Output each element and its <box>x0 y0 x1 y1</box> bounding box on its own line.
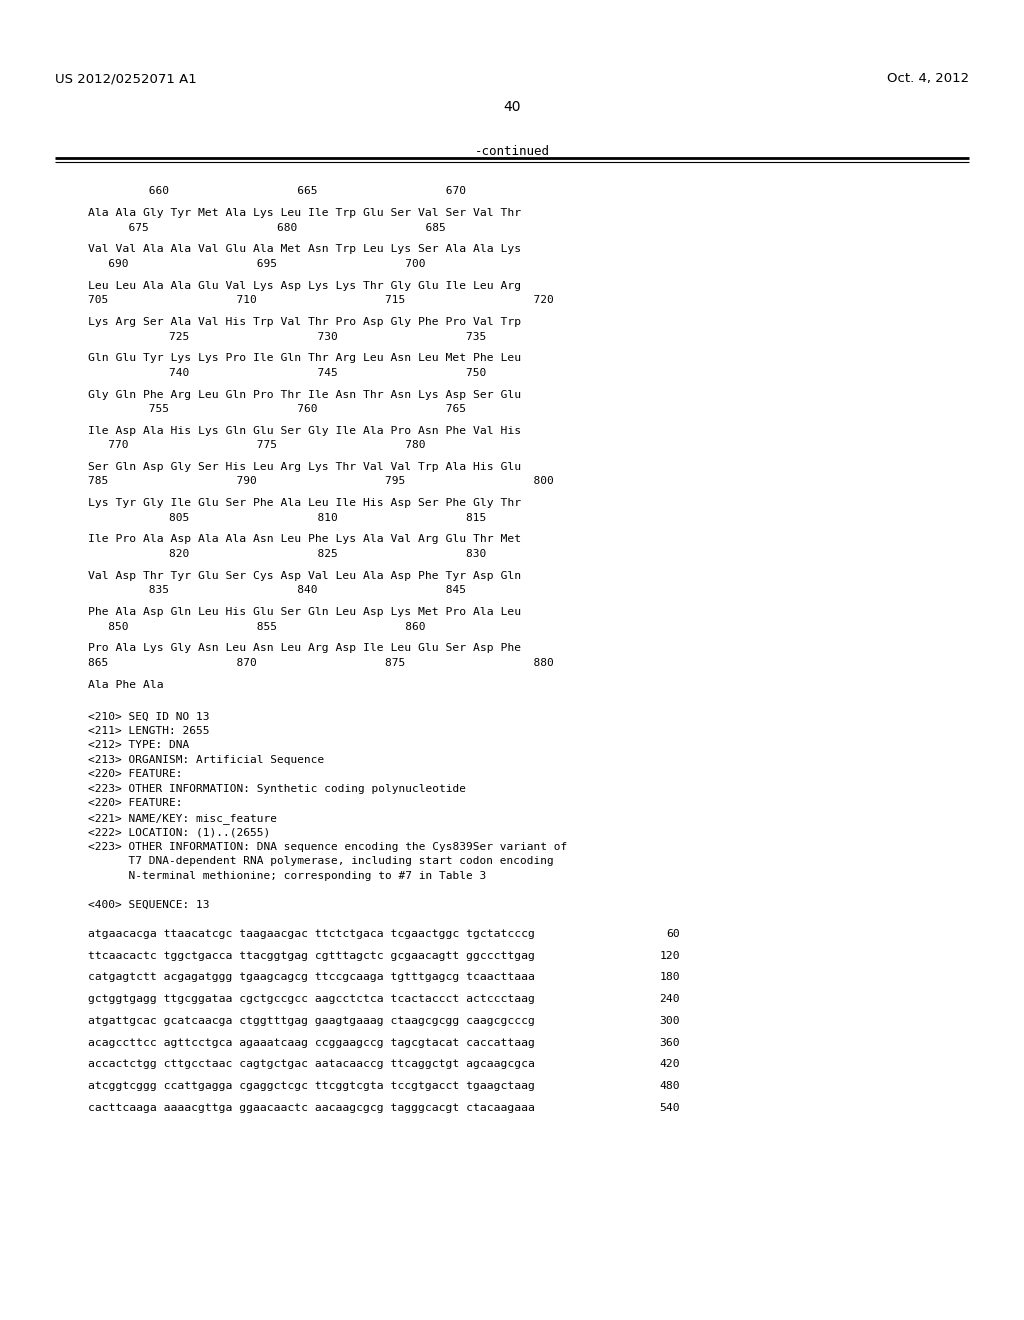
Text: Ile Pro Ala Asp Ala Ala Asn Leu Phe Lys Ala Val Arg Glu Thr Met: Ile Pro Ala Asp Ala Ala Asn Leu Phe Lys … <box>88 535 521 544</box>
Text: 850                   855                   860: 850 855 860 <box>88 622 426 631</box>
Text: <222> LOCATION: (1)..(2655): <222> LOCATION: (1)..(2655) <box>88 828 270 837</box>
Text: <210> SEQ ID NO 13: <210> SEQ ID NO 13 <box>88 711 210 722</box>
Text: 120: 120 <box>659 950 680 961</box>
Text: 420: 420 <box>659 1060 680 1069</box>
Text: <221> NAME/KEY: misc_feature: <221> NAME/KEY: misc_feature <box>88 813 278 824</box>
Text: 705                   710                   715                   720: 705 710 715 720 <box>88 296 554 305</box>
Text: 540: 540 <box>659 1104 680 1113</box>
Text: 60: 60 <box>667 929 680 939</box>
Text: <213> ORGANISM: Artificial Sequence: <213> ORGANISM: Artificial Sequence <box>88 755 325 764</box>
Text: 690                   695                   700: 690 695 700 <box>88 259 426 269</box>
Text: 755                   760                   765: 755 760 765 <box>88 404 466 414</box>
Text: Pro Ala Lys Gly Asn Leu Asn Leu Arg Asp Ile Leu Glu Ser Asp Phe: Pro Ala Lys Gly Asn Leu Asn Leu Arg Asp … <box>88 643 521 653</box>
Text: atgaacacga ttaacatcgc taagaacgac ttctctgaca tcgaactggc tgctatcccg: atgaacacga ttaacatcgc taagaacgac ttctctg… <box>88 929 535 939</box>
Text: T7 DNA-dependent RNA polymerase, including start codon encoding: T7 DNA-dependent RNA polymerase, includi… <box>88 857 554 866</box>
Text: Val Val Ala Ala Val Glu Ala Met Asn Trp Leu Lys Ser Ala Ala Lys: Val Val Ala Ala Val Glu Ala Met Asn Trp … <box>88 244 521 255</box>
Text: Lys Arg Ser Ala Val His Trp Val Thr Pro Asp Gly Phe Pro Val Trp: Lys Arg Ser Ala Val His Trp Val Thr Pro … <box>88 317 521 327</box>
Text: 785                   790                   795                   800: 785 790 795 800 <box>88 477 554 487</box>
Text: 740                   745                   750: 740 745 750 <box>88 368 486 378</box>
Text: 180: 180 <box>659 973 680 982</box>
Text: 865                   870                   875                   880: 865 870 875 880 <box>88 657 554 668</box>
Text: Oct. 4, 2012: Oct. 4, 2012 <box>887 73 969 84</box>
Text: -continued: -continued <box>474 145 550 158</box>
Text: 675                   680                   685: 675 680 685 <box>88 223 445 232</box>
Text: Ala Phe Ala: Ala Phe Ala <box>88 680 164 689</box>
Text: 835                   840                   845: 835 840 845 <box>88 585 466 595</box>
Text: US 2012/0252071 A1: US 2012/0252071 A1 <box>55 73 197 84</box>
Text: Phe Ala Asp Gln Leu His Glu Ser Gln Leu Asp Lys Met Pro Ala Leu: Phe Ala Asp Gln Leu His Glu Ser Gln Leu … <box>88 607 521 616</box>
Text: Lys Tyr Gly Ile Glu Ser Phe Ala Leu Ile His Asp Ser Phe Gly Thr: Lys Tyr Gly Ile Glu Ser Phe Ala Leu Ile … <box>88 498 521 508</box>
Text: Gln Glu Tyr Lys Lys Pro Ile Gln Thr Arg Leu Asn Leu Met Phe Leu: Gln Glu Tyr Lys Lys Pro Ile Gln Thr Arg … <box>88 354 521 363</box>
Text: accactctgg cttgcctaac cagtgctgac aatacaaccg ttcaggctgt agcaagcgca: accactctgg cttgcctaac cagtgctgac aatacaa… <box>88 1060 535 1069</box>
Text: cacttcaaga aaaacgttga ggaacaactc aacaagcgcg tagggcacgt ctacaagaaa: cacttcaaga aaaacgttga ggaacaactc aacaagc… <box>88 1104 535 1113</box>
Text: <220> FEATURE:: <220> FEATURE: <box>88 799 182 808</box>
Text: 480: 480 <box>659 1081 680 1092</box>
Text: Ala Ala Gly Tyr Met Ala Lys Leu Ile Trp Glu Ser Val Ser Val Thr: Ala Ala Gly Tyr Met Ala Lys Leu Ile Trp … <box>88 209 521 218</box>
Text: <223> OTHER INFORMATION: Synthetic coding polynucleotide: <223> OTHER INFORMATION: Synthetic codin… <box>88 784 466 793</box>
Text: 360: 360 <box>659 1038 680 1048</box>
Text: gctggtgagg ttgcggataa cgctgccgcc aagcctctca tcactaccct actccctaag: gctggtgagg ttgcggataa cgctgccgcc aagcctc… <box>88 994 535 1005</box>
Text: Leu Leu Ala Ala Glu Val Lys Asp Lys Lys Thr Gly Glu Ile Leu Arg: Leu Leu Ala Ala Glu Val Lys Asp Lys Lys … <box>88 281 521 290</box>
Text: <220> FEATURE:: <220> FEATURE: <box>88 770 182 779</box>
Text: <212> TYPE: DNA: <212> TYPE: DNA <box>88 741 189 750</box>
Text: Val Asp Thr Tyr Glu Ser Cys Asp Val Leu Ala Asp Phe Tyr Asp Gln: Val Asp Thr Tyr Glu Ser Cys Asp Val Leu … <box>88 570 521 581</box>
Text: 40: 40 <box>503 100 521 114</box>
Text: 805                   810                   815: 805 810 815 <box>88 512 486 523</box>
Text: 725                   730                   735: 725 730 735 <box>88 331 486 342</box>
Text: 660                   665                   670: 660 665 670 <box>88 186 466 197</box>
Text: catgagtctt acgagatggg tgaagcagcg ttccgcaaga tgtttgagcg tcaacttaaa: catgagtctt acgagatggg tgaagcagcg ttccgca… <box>88 973 535 982</box>
Text: Gly Gln Phe Arg Leu Gln Pro Thr Ile Asn Thr Asn Lys Asp Ser Glu: Gly Gln Phe Arg Leu Gln Pro Thr Ile Asn … <box>88 389 521 400</box>
Text: 820                   825                   830: 820 825 830 <box>88 549 486 558</box>
Text: <223> OTHER INFORMATION: DNA sequence encoding the Cys839Ser variant of: <223> OTHER INFORMATION: DNA sequence en… <box>88 842 567 851</box>
Text: 770                   775                   780: 770 775 780 <box>88 441 426 450</box>
Text: Ser Gln Asp Gly Ser His Leu Arg Lys Thr Val Val Trp Ala His Glu: Ser Gln Asp Gly Ser His Leu Arg Lys Thr … <box>88 462 521 473</box>
Text: Ile Asp Ala His Lys Gln Glu Ser Gly Ile Ala Pro Asn Phe Val His: Ile Asp Ala His Lys Gln Glu Ser Gly Ile … <box>88 426 521 436</box>
Text: acagccttcc agttcctgca agaaatcaag ccggaagccg tagcgtacat caccattaag: acagccttcc agttcctgca agaaatcaag ccggaag… <box>88 1038 535 1048</box>
Text: 300: 300 <box>659 1016 680 1026</box>
Text: <400> SEQUENCE: 13: <400> SEQUENCE: 13 <box>88 900 210 909</box>
Text: ttcaacactc tggctgacca ttacggtgag cgtttagctc gcgaacagtt ggcccttgag: ttcaacactc tggctgacca ttacggtgag cgtttag… <box>88 950 535 961</box>
Text: 240: 240 <box>659 994 680 1005</box>
Text: N-terminal methionine; corresponding to #7 in Table 3: N-terminal methionine; corresponding to … <box>88 871 486 880</box>
Text: <211> LENGTH: 2655: <211> LENGTH: 2655 <box>88 726 210 737</box>
Text: atgattgcac gcatcaacga ctggtttgag gaagtgaaag ctaagcgcgg caagcgcccg: atgattgcac gcatcaacga ctggtttgag gaagtga… <box>88 1016 535 1026</box>
Text: atcggtcggg ccattgagga cgaggctcgc ttcggtcgta tccgtgacct tgaagctaag: atcggtcggg ccattgagga cgaggctcgc ttcggtc… <box>88 1081 535 1092</box>
